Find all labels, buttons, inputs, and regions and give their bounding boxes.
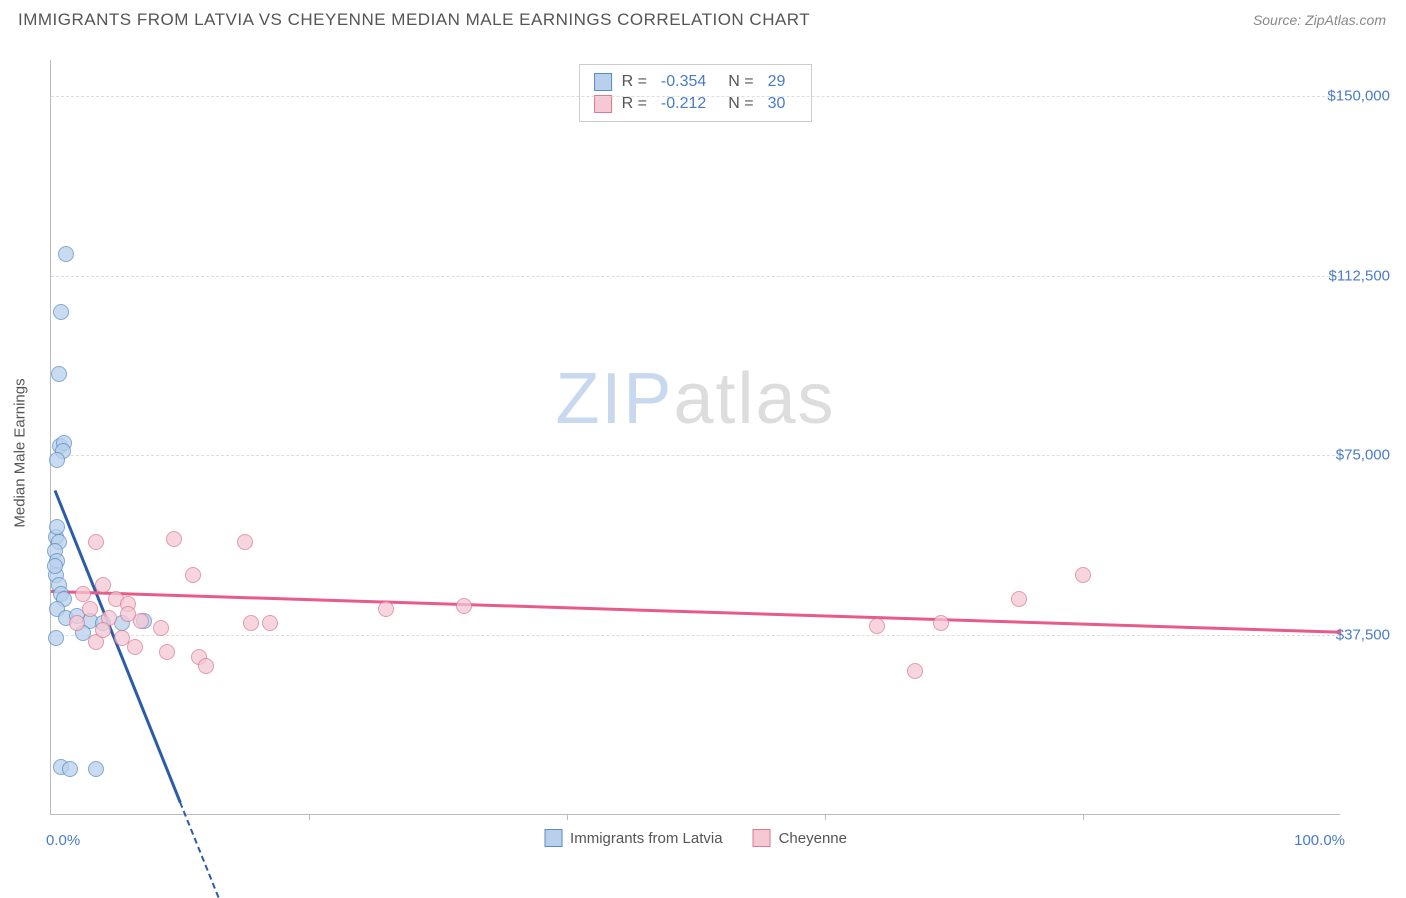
legend-swatch [753, 829, 771, 847]
gridline [51, 96, 1340, 97]
legend-correlation-box: R = -0.354 N = 29 R = -0.212 N = 30 [579, 64, 813, 122]
y-tick-label: $75,000 [1300, 447, 1390, 464]
data-point [53, 304, 69, 320]
x-tick-label: 100.0% [1294, 832, 1345, 849]
plot-container: Median Male Earnings ZIPatlas R =-0.354N… [50, 60, 1390, 845]
plot-area: ZIPatlas R =-0.354N =29R =-0.212N =30 Im… [50, 60, 1340, 815]
data-point [49, 452, 65, 468]
data-point [88, 761, 104, 777]
data-point [58, 246, 74, 262]
legend-r-value: -0.354 [661, 73, 706, 91]
legend-n-label: N = [728, 95, 753, 113]
data-point [47, 558, 63, 574]
data-point [95, 577, 111, 593]
watermark: ZIPatlas [555, 358, 835, 440]
legend-n-label: N = [728, 73, 753, 91]
y-tick-label: $112,500 [1300, 267, 1390, 284]
y-axis-label: Median Male Earnings [12, 378, 29, 527]
legend-swatch [594, 95, 612, 113]
gridline [51, 455, 1340, 456]
data-point [378, 601, 394, 617]
legend-swatch [594, 73, 612, 91]
data-point [159, 644, 175, 660]
gridline [51, 276, 1340, 277]
data-point [153, 620, 169, 636]
data-point [95, 622, 111, 638]
legend-swatch [544, 829, 562, 847]
legend-r-label: R = [622, 73, 647, 91]
data-point [243, 615, 259, 631]
data-point [198, 658, 214, 674]
data-point [166, 531, 182, 547]
legend-row: R = -0.354 N = 29 [594, 71, 798, 93]
trend-line-dashed [179, 801, 220, 898]
legend-r-label: R = [622, 95, 647, 113]
data-point [127, 639, 143, 655]
legend-series: Immigrants from Latvia Cheyenne [544, 829, 847, 847]
data-point [82, 601, 98, 617]
legend-series-item: Immigrants from Latvia [544, 829, 723, 847]
x-tick [567, 814, 568, 820]
data-point [120, 606, 136, 622]
data-point [185, 567, 201, 583]
data-point [88, 534, 104, 550]
x-tick [1083, 814, 1084, 820]
data-point [907, 663, 923, 679]
gridline [51, 635, 1340, 636]
x-tick-label: 0.0% [46, 832, 80, 849]
x-tick [825, 814, 826, 820]
data-point [237, 534, 253, 550]
legend-series-item: Cheyenne [753, 829, 847, 847]
legend-r-value: -0.212 [661, 95, 706, 113]
data-point [69, 615, 85, 631]
data-point [869, 618, 885, 634]
data-point [51, 366, 67, 382]
data-point [62, 761, 78, 777]
source-attribution: Source: ZipAtlas.com [1253, 12, 1386, 28]
data-point [1011, 591, 1027, 607]
y-tick-label: $150,000 [1300, 87, 1390, 104]
x-tick [309, 814, 310, 820]
chart-title: IMMIGRANTS FROM LATVIA VS CHEYENNE MEDIA… [18, 10, 810, 30]
legend-series-label: Immigrants from Latvia [570, 830, 723, 847]
legend-series-label: Cheyenne [779, 830, 847, 847]
data-point [49, 519, 65, 535]
data-point [1075, 567, 1091, 583]
data-point [933, 615, 949, 631]
legend-n-value: 29 [768, 73, 786, 91]
data-point [456, 598, 472, 614]
legend-n-value: 30 [768, 95, 786, 113]
data-point [48, 630, 64, 646]
data-point [262, 615, 278, 631]
